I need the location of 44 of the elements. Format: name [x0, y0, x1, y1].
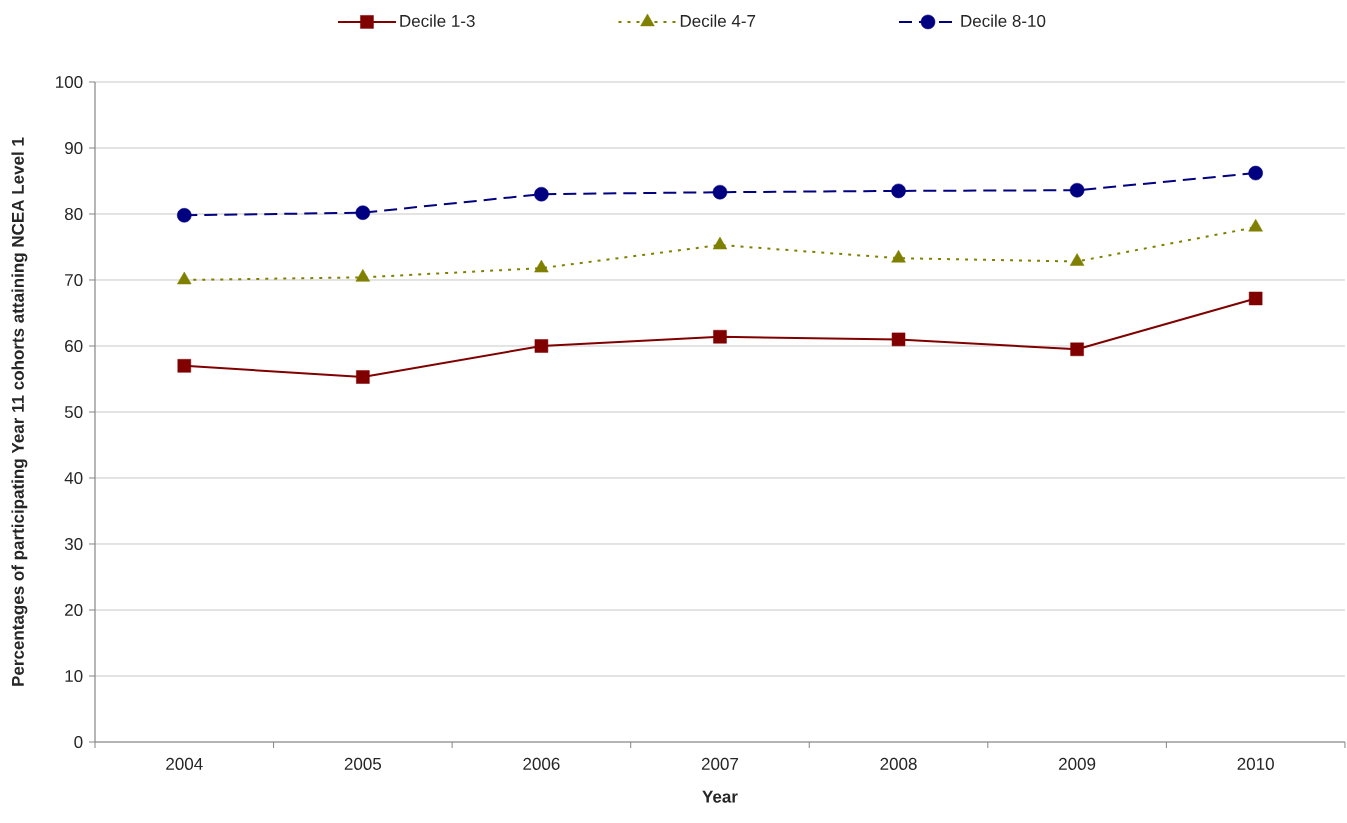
point	[891, 332, 906, 347]
x-tick-label: 2009	[1059, 757, 1096, 770]
x-axis-title: Year	[702, 790, 738, 803]
legend-label: Decile 1-3	[400, 14, 475, 27]
y-tick-label: 30	[64, 537, 83, 551]
point	[177, 271, 192, 285]
y-tick-label: 10	[65, 669, 83, 683]
point	[1248, 291, 1263, 306]
point	[355, 205, 371, 220]
point	[712, 236, 728, 250]
point	[712, 184, 728, 200]
y-tick-label: 90	[65, 141, 83, 155]
point	[713, 330, 727, 344]
x-tick-label: 2008	[880, 757, 917, 770]
point	[177, 359, 192, 373]
point	[356, 370, 370, 384]
y-tick-label: 60	[65, 339, 83, 353]
point	[534, 259, 549, 273]
y-tick-label: 100	[56, 75, 83, 89]
point	[1248, 165, 1263, 181]
point	[1069, 182, 1085, 198]
y-tick-label: 0	[74, 735, 83, 749]
y-tick-label: 20	[65, 603, 83, 617]
y-tick-label: 80	[64, 207, 83, 221]
x-tick-label: 2005	[344, 757, 382, 770]
point	[177, 208, 192, 223]
point	[891, 249, 906, 263]
y-axis-title: Percentages of participating Year 11 cohorts attaining NCEA Level 1	[11, 137, 28, 686]
point	[355, 269, 371, 282]
point	[1069, 253, 1085, 266]
point	[1070, 342, 1084, 357]
y-tick-label: 70	[65, 273, 83, 287]
y-tick-label: 40	[64, 471, 83, 485]
y-tick-label: 50	[64, 405, 83, 419]
legend-label: Decile 8-10	[961, 14, 1046, 27]
x-tick-label: 2006	[523, 757, 560, 770]
x-tick-label: 2007	[701, 757, 739, 770]
x-tick-label: 2010	[1237, 757, 1274, 770]
point	[534, 186, 549, 202]
point	[1248, 218, 1263, 232]
legend-label: Decile 4-7	[680, 14, 756, 27]
x-tick-label: 2004	[166, 757, 203, 770]
point	[534, 339, 549, 353]
point	[891, 183, 906, 199]
